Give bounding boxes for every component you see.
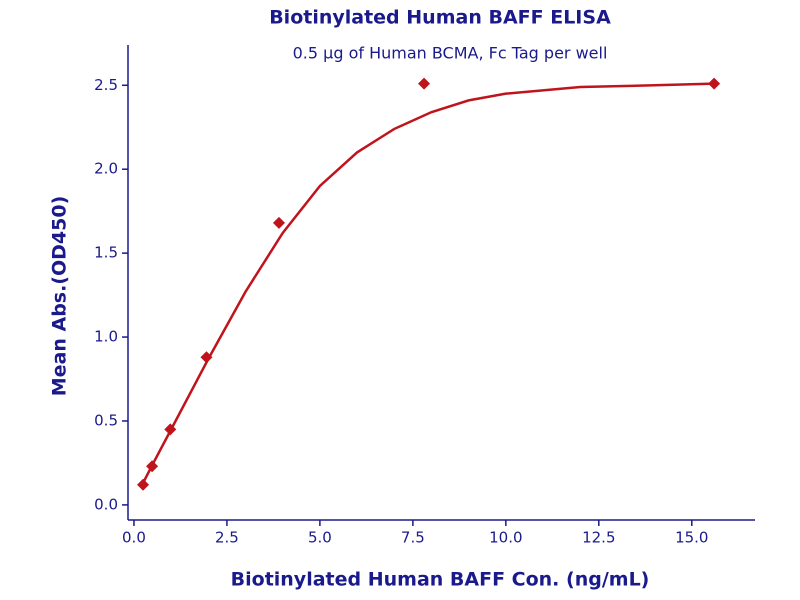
x-tick-label: 12.5 [582, 529, 615, 547]
y-tick-label: 0.5 [94, 411, 118, 429]
data-point [200, 351, 213, 364]
data-point [146, 460, 159, 473]
data-point [708, 77, 721, 90]
x-tick-label: 7.5 [401, 529, 425, 547]
chart-subtitle: 0.5 μg of Human BCMA, Fc Tag per well [293, 44, 608, 63]
data-point [164, 423, 177, 436]
y-tick-label: 1.0 [94, 328, 118, 346]
y-tick-label: 2.5 [94, 76, 118, 94]
chart-title: Biotinylated Human BAFF ELISA [269, 7, 611, 29]
x-tick-label: 2.5 [215, 529, 239, 547]
data-point [137, 478, 150, 491]
fit-curve [141, 82, 715, 484]
y-tick-label: 0.0 [94, 495, 118, 513]
y-tick-label: 2.0 [94, 160, 118, 178]
x-tick-label: 0.0 [122, 529, 146, 547]
x-tick-label: 10.0 [489, 529, 522, 547]
x-tick-label: 5.0 [308, 529, 332, 547]
x-tick-label: 15.0 [675, 529, 708, 547]
x-axis-label: Biotinylated Human BAFF Con. (ng/mL) [231, 569, 650, 591]
y-axis-label: Mean Abs.(OD450) [49, 196, 71, 397]
data-point [272, 216, 285, 229]
data-point [418, 77, 431, 90]
y-tick-label: 1.5 [94, 244, 118, 262]
